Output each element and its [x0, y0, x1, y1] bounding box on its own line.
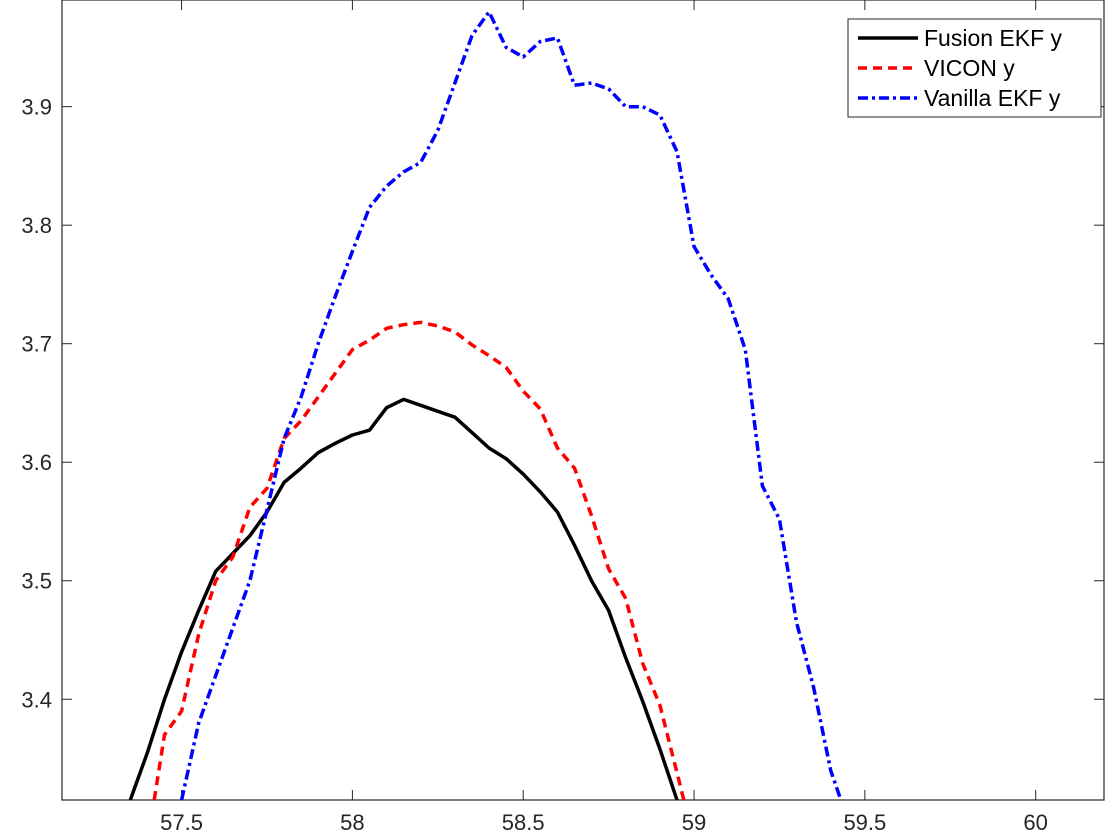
- y-tick-label: 3.7: [21, 332, 52, 357]
- x-tick-label: 58: [340, 810, 364, 835]
- plot-area: [61, 0, 1105, 801]
- legend-label: Fusion EKF y: [924, 25, 1063, 51]
- x-tick-label: 59: [682, 810, 706, 835]
- y-tick-label: 3.6: [21, 450, 52, 475]
- x-tick-label: 58.5: [502, 810, 545, 835]
- y-tick-label: 3.5: [21, 569, 52, 594]
- x-tick-label: 59.5: [843, 810, 886, 835]
- x-tick-label: 57.5: [160, 810, 203, 835]
- x-tick-label: 60: [1023, 810, 1047, 835]
- legend-label: Vanilla EKF y: [924, 85, 1061, 111]
- series-line-1: [152, 320, 686, 800]
- axis-ticks: 57.5 58 58.5 59 59.5 60 3.4 3.5 3.6 3.7 3.8 3.9: [21, 0, 1104, 835]
- series-line-0: [128, 397, 679, 800]
- y-tick-label: 3.9: [21, 95, 52, 120]
- y-tick-label: 3.8: [21, 213, 52, 238]
- series-line-2: [179, 10, 843, 800]
- y-tick-label: 3.4: [21, 687, 52, 712]
- legend-label: VICON y: [924, 55, 1015, 81]
- legend: Fusion EKF y VICON y Vanilla EKF y: [847, 18, 1102, 118]
- series-layer: [128, 10, 843, 800]
